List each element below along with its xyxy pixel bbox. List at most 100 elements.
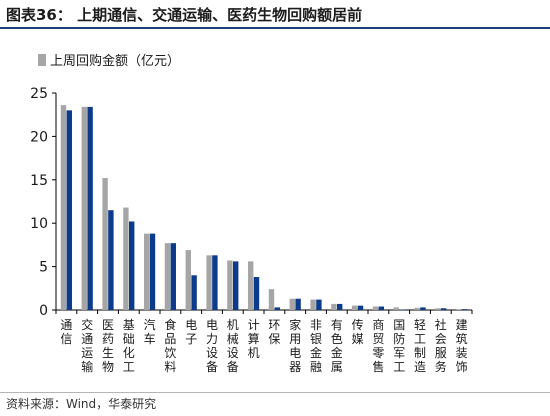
source-divider <box>0 392 550 393</box>
bar-blue <box>212 255 218 310</box>
x-tick-label-char: 信 <box>60 332 72 346</box>
x-tick-label-char: 化 <box>123 346 135 360</box>
bar-blue <box>441 308 447 310</box>
bar-blue <box>253 277 260 310</box>
x-tick-label-char: 家 <box>289 317 301 332</box>
x-tick-label-char: 建 <box>456 318 468 332</box>
x-tick-label-char: 食 <box>164 317 176 332</box>
x-tick-label-char: 力 <box>206 332 218 346</box>
bar-grey <box>60 105 67 310</box>
x-tick-label-char: 电 <box>185 318 197 332</box>
x-tick-label-char: 装 <box>456 346 468 360</box>
bar-blue <box>149 233 156 310</box>
bar-blue <box>129 221 135 310</box>
x-tick-label-char: 电 <box>289 346 301 360</box>
bar-grey <box>268 289 275 310</box>
x-tick-label-char: 饰 <box>456 360 468 374</box>
bar-blue <box>461 309 468 310</box>
x-tick-label-char: 筑 <box>456 331 468 346</box>
bar-grey <box>185 250 191 310</box>
x-tick-label-char: 运 <box>81 346 93 360</box>
bar-blue <box>170 243 176 310</box>
bar-grey <box>144 233 150 310</box>
y-tick-label: 15 <box>30 173 48 189</box>
title-underline <box>0 27 550 29</box>
x-tick-label-char: 输 <box>81 359 93 374</box>
x-tick-label-char: 品 <box>164 332 176 346</box>
x-tick-label-char: 造 <box>414 360 426 374</box>
bar-grey <box>393 307 399 310</box>
bar-blue <box>233 261 239 310</box>
x-tick-label-char: 料 <box>164 360 176 374</box>
bar-blue <box>66 110 72 310</box>
y-tick-label: 20 <box>30 129 48 145</box>
bar-grey <box>414 307 420 310</box>
x-tick-label-char: 金 <box>310 345 322 360</box>
bar-grey <box>456 309 462 310</box>
y-tick-label: 0 <box>39 303 48 319</box>
bar-grey <box>164 243 171 310</box>
bar-grey <box>102 178 108 310</box>
x-tick-label-char: 商 <box>372 317 384 332</box>
bar-grey <box>372 306 379 310</box>
x-tick-label-char: 算 <box>248 331 260 346</box>
chart-legend: 上周回购金额（亿元） <box>38 50 180 69</box>
x-tick-label-char: 子 <box>185 332 197 346</box>
x-tick-label-char: 军 <box>393 346 405 360</box>
bar-grey <box>123 207 129 310</box>
x-tick-label-char: 通 <box>60 318 72 332</box>
x-tick-label-char: 银 <box>310 332 322 346</box>
x-tick-label-char: 环 <box>268 318 280 332</box>
x-tick-label-char: 基 <box>123 318 135 332</box>
x-tick-label-char: 车 <box>144 331 156 346</box>
x-tick-label-char: 务 <box>435 359 447 374</box>
x-tick-label-char: 设 <box>206 346 218 360</box>
x-tick-label-char: 器 <box>289 360 301 374</box>
bar-grey <box>227 260 233 310</box>
x-tick-label-char: 电 <box>206 318 218 332</box>
x-tick-label-char: 物 <box>102 360 114 374</box>
bar-blue <box>108 210 114 310</box>
x-tick-label-char: 媒 <box>352 332 364 346</box>
x-tick-label-char: 色 <box>331 332 343 346</box>
x-tick-label-char: 贸 <box>372 332 384 346</box>
legend-swatch-grey <box>38 53 46 66</box>
x-tick-label-char: 国 <box>393 318 405 332</box>
bar-grey <box>248 261 254 310</box>
x-tick-label-char: 医 <box>102 318 114 332</box>
x-tick-label-char: 服 <box>435 346 447 360</box>
x-tick-label-char: 传 <box>352 317 364 332</box>
x-tick-label-char: 计 <box>248 318 260 332</box>
x-tick-label-char: 工 <box>393 360 405 374</box>
x-tick-label-char: 制 <box>414 346 426 360</box>
x-tick-label-char: 有 <box>331 318 343 332</box>
x-tick-label-char: 械 <box>227 331 239 346</box>
x-tick-label-char: 属 <box>331 360 343 374</box>
x-tick-label-char: 工 <box>414 332 426 346</box>
x-tick-label-char: 轻 <box>414 318 426 332</box>
x-tick-label-char: 交 <box>81 317 93 332</box>
x-tick-label-char: 药 <box>102 332 114 346</box>
bar-blue <box>337 303 343 310</box>
bar-blue <box>191 275 197 310</box>
x-tick-label-char: 融 <box>310 360 322 374</box>
legend-label: 上周回购金额（亿元） <box>50 54 181 69</box>
x-tick-label-char: 会 <box>435 332 447 346</box>
x-tick-label-char: 防 <box>393 331 405 346</box>
bar-blue <box>295 298 301 310</box>
x-tick-label-char: 零 <box>372 346 384 360</box>
x-tick-label-char: 汽 <box>144 317 156 332</box>
bar-blue <box>274 307 280 310</box>
bar-grey <box>81 106 87 310</box>
x-tick-label-char: 础 <box>123 332 135 346</box>
bar-grey <box>352 305 358 310</box>
bar-grey <box>435 308 441 310</box>
x-tick-label-char: 非 <box>310 318 322 332</box>
bar-grey <box>331 303 337 310</box>
x-tick-label-char: 通 <box>81 332 93 346</box>
x-tick-label-char: 保 <box>268 332 280 346</box>
bar-blue <box>378 306 384 310</box>
source-note: 资料来源：Wind，华泰研究 <box>6 397 157 411</box>
x-tick-label-char: 设 <box>227 346 239 360</box>
